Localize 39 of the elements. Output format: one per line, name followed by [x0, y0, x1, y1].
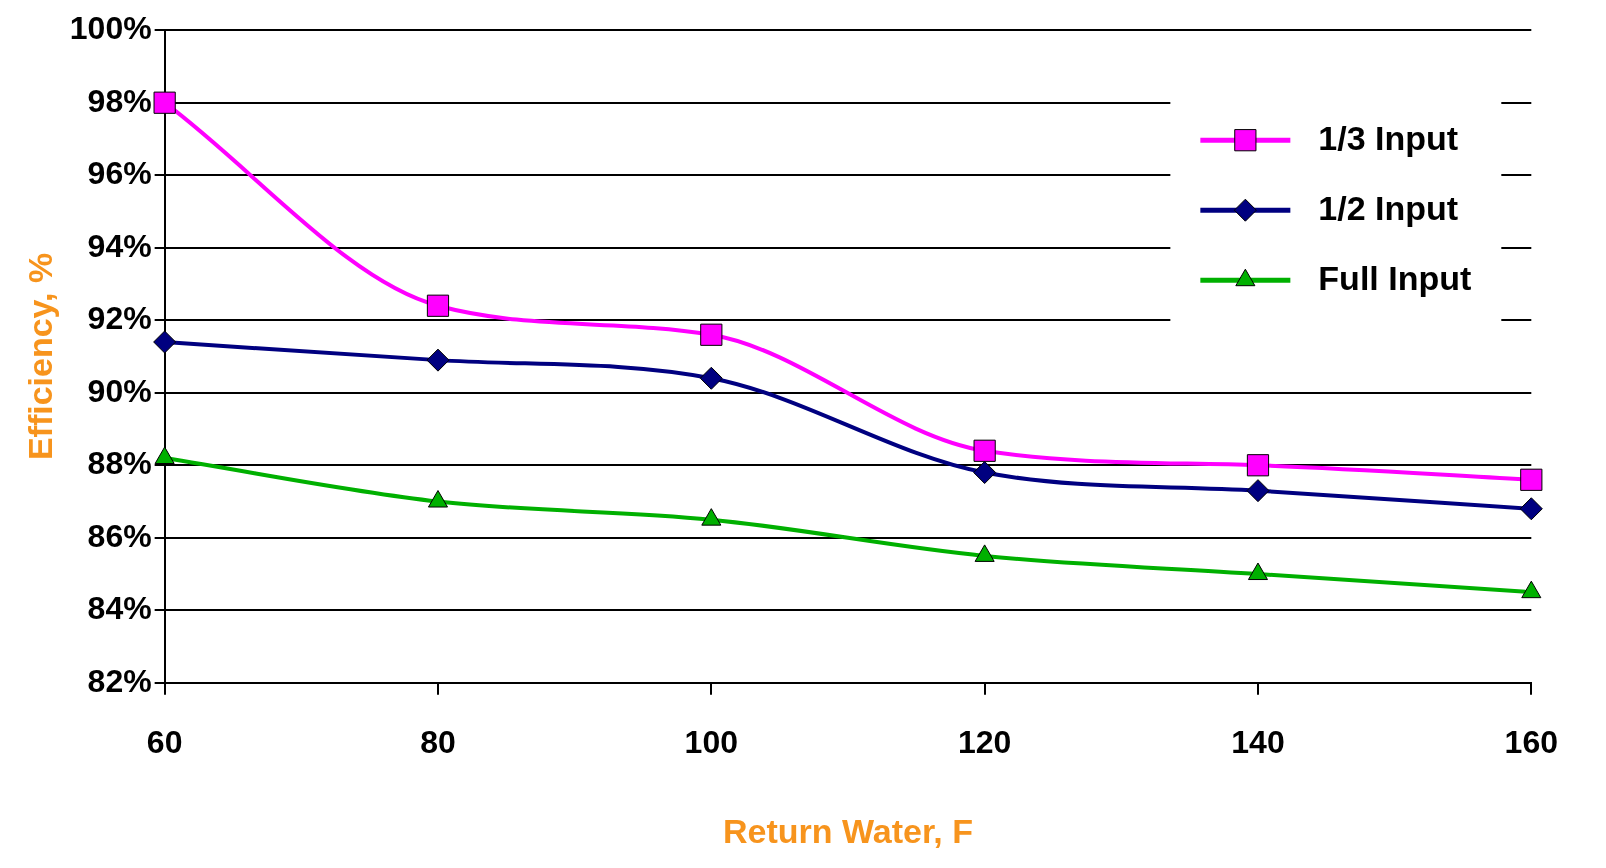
x-tick-label: 100 — [684, 723, 738, 760]
point — [153, 91, 176, 114]
point — [973, 461, 997, 485]
y-tick-label: 98% — [87, 82, 152, 119]
x-tick-label: 120 — [957, 723, 1012, 760]
x-axis-title: Return Water, F — [722, 811, 973, 850]
point — [1246, 479, 1270, 503]
y-tick-label: 82% — [87, 662, 152, 699]
point — [1247, 562, 1268, 581]
y-tick-label: 92% — [87, 300, 152, 337]
y-tick-label: 94% — [87, 227, 152, 264]
point — [974, 544, 995, 562]
point — [1520, 468, 1543, 491]
point — [426, 294, 450, 317]
point — [701, 508, 722, 526]
legend-label: Full Input — [1318, 258, 1472, 297]
y-tick-label: 90% — [87, 372, 152, 409]
y-tick-label: 86% — [87, 517, 152, 554]
y-tick-label: 84% — [87, 590, 152, 627]
point — [1519, 497, 1543, 521]
point — [426, 348, 450, 372]
point — [154, 446, 175, 465]
point — [1246, 454, 1270, 477]
x-tick-label: 160 — [1504, 723, 1558, 760]
point — [427, 490, 448, 508]
point — [699, 366, 723, 390]
point — [700, 323, 723, 346]
x-tick-label: 60 — [146, 723, 183, 760]
point — [973, 439, 996, 462]
y-tick-label: 88% — [87, 445, 152, 482]
point — [1521, 580, 1542, 599]
point — [153, 330, 177, 354]
legend-label: 1/2 Input — [1318, 188, 1459, 227]
y-tick-label: 100% — [69, 10, 152, 47]
legend-label: 1/3 Input — [1318, 118, 1459, 157]
y-axis-title: Efficiency, % — [20, 252, 59, 461]
x-tick-label: 80 — [420, 723, 456, 760]
y-tick-label: 96% — [87, 155, 152, 192]
x-tick-label: 140 — [1231, 723, 1285, 760]
